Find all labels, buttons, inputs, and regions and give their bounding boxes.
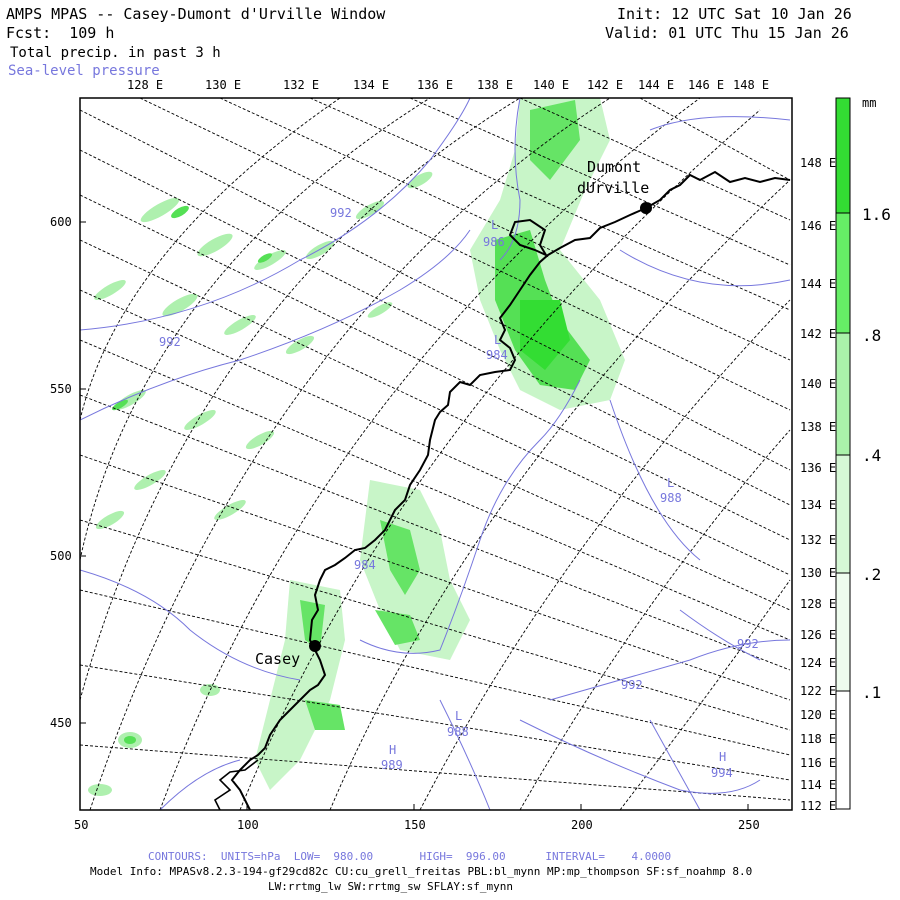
precip-shading xyxy=(88,98,625,796)
y-axis-label: 500 xyxy=(50,549,72,563)
right-lon-label: 140 E xyxy=(800,377,837,391)
casey-label: Casey xyxy=(255,650,301,668)
colorbar-bin-2 xyxy=(836,213,850,333)
contours-info: CONTOURS: UNITS=hPa LOW= 980.00 HIGH= 99… xyxy=(148,850,672,863)
forecast-hour: Fcst: 109 h xyxy=(6,24,115,42)
durville-label: dUrville xyxy=(577,179,650,197)
pressure-label: L xyxy=(494,333,502,347)
top-lon-label: 134 E xyxy=(353,78,390,92)
dumont-label: Dumont xyxy=(587,158,642,176)
casey-station-marker xyxy=(309,640,321,652)
colorbar-label: 1.6 xyxy=(862,205,891,224)
right-lon-label: 134 E xyxy=(800,498,837,512)
right-lon-label: 132 E xyxy=(800,533,837,547)
right-lon-label: 142 E xyxy=(800,327,837,341)
colorbar-unit: mm xyxy=(862,96,877,110)
colorbar-label: .4 xyxy=(862,446,882,465)
model-info: Model Info: MPASv8.2.3-194-gf29cd82c CU:… xyxy=(90,865,753,878)
axis-ticks xyxy=(79,221,749,810)
y-axis-label: 550 xyxy=(50,382,72,396)
top-lon-label: 140 E xyxy=(533,78,570,92)
right-lon-label: 118 E xyxy=(800,732,837,746)
model-info-2: LW:rrtmg_lw SW:rrtmg_sw SFLAY:sf_mynn xyxy=(268,880,514,893)
latlon-grid xyxy=(80,98,791,810)
x-axis-label: 50 xyxy=(74,818,89,832)
pressure-label: 988 xyxy=(660,491,682,505)
top-lon-label: 142 E xyxy=(587,78,624,92)
right-lon-label: 126 E xyxy=(800,628,837,642)
x-axis-label: 150 xyxy=(404,818,426,832)
pressure-label: 986 xyxy=(483,235,505,249)
dumont-station-marker xyxy=(640,202,652,214)
pressure-label: L xyxy=(491,218,499,232)
colorbar-label: .2 xyxy=(862,565,882,584)
coastline-island xyxy=(508,218,549,258)
top-lon-label: 130 E xyxy=(205,78,242,92)
pressure-label: 992 xyxy=(159,335,181,349)
pressure-label: L xyxy=(455,709,463,723)
coastline xyxy=(230,170,791,810)
right-lon-label: 148 E xyxy=(800,156,837,170)
right-lon-label: 122 E xyxy=(800,684,837,698)
top-lon-label: 148 E xyxy=(733,78,770,92)
pressure-label: H xyxy=(389,743,397,757)
top-lon-label: 132 E xyxy=(283,78,320,92)
pressure-label: H xyxy=(719,750,727,764)
x-axis-label: 100 xyxy=(237,818,259,832)
pressure-label: 988 xyxy=(447,725,469,739)
x-axis-label: 200 xyxy=(571,818,593,832)
top-lon-label: 146 E xyxy=(688,78,725,92)
right-lon-label: 124 E xyxy=(800,656,837,670)
x-axis-label: 250 xyxy=(738,818,760,832)
right-lon-label: 120 E xyxy=(800,708,837,722)
map-title: AMPS MPAS -- Casey-Dumont d'Urville Wind… xyxy=(6,5,386,23)
valid-time: Valid: 01 UTC Thu 15 Jan 26 xyxy=(605,24,849,42)
right-lon-label: 136 E xyxy=(800,461,837,475)
top-lon-label: 138 E xyxy=(477,78,514,92)
right-lon-label: 138 E xyxy=(800,420,837,434)
pressure-label: L xyxy=(667,476,675,490)
colorbar xyxy=(835,97,851,810)
right-lon-label: 116 E xyxy=(800,756,837,770)
colorbar-label: .1 xyxy=(862,683,882,702)
pressure-label: 992 xyxy=(621,678,643,692)
y-axis-label: 600 xyxy=(50,215,72,229)
top-lon-label: 128 E xyxy=(127,78,164,92)
pressure-label: 984 xyxy=(486,348,508,362)
right-lon-label: 114 E xyxy=(800,778,837,792)
colorbar-bin-1 xyxy=(836,98,850,213)
right-lon-label: 146 E xyxy=(800,219,837,233)
pressure-label: 989 xyxy=(381,758,403,772)
pressure-label: 984 xyxy=(354,558,376,572)
right-lon-label: 130 E xyxy=(800,566,837,580)
right-lon-label: 144 E xyxy=(800,277,837,291)
right-lon-label: 128 E xyxy=(800,597,837,611)
colorbar-bin-3 xyxy=(836,333,850,455)
top-lon-label: 136 E xyxy=(417,78,454,92)
pressure-label: 992 xyxy=(330,206,352,220)
colorbar-label: .8 xyxy=(862,326,882,345)
pressure-label: 994 xyxy=(711,766,733,780)
slp-contours xyxy=(80,98,791,810)
colorbar-bin-5 xyxy=(836,573,850,691)
field-name: Total precip. in past 3 h xyxy=(10,45,221,61)
y-axis-label: 450 xyxy=(50,716,72,730)
init-time: Init: 12 UTC Sat 10 Jan 26 xyxy=(617,5,852,23)
right-lon-label: 112 E xyxy=(800,799,837,813)
overlay-name: Sea-level pressure xyxy=(8,63,160,79)
colorbar-bin-4 xyxy=(836,455,850,573)
top-lon-label: 144 E xyxy=(638,78,675,92)
pressure-label: 992 xyxy=(737,637,759,651)
map-frame xyxy=(79,97,793,811)
